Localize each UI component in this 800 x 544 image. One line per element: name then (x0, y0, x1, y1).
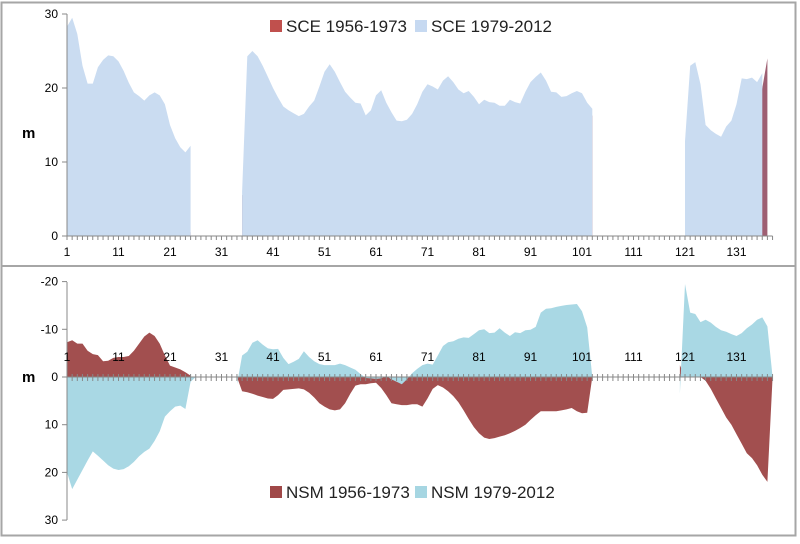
bottom-y-axis-label: m (22, 369, 35, 386)
top-x-tick-label: 41 (266, 245, 280, 259)
bottom-y-tick-label: -10 (41, 322, 59, 336)
top-x-tick-label: 101 (572, 245, 592, 259)
bottom-area-1-segment-2 (679, 284, 773, 394)
bottom-x-tick-label: 41 (266, 350, 280, 364)
bottom-legend-label: NSM 1956-1973 (286, 483, 410, 502)
top-x-tick-label: 91 (524, 245, 538, 259)
top-x-tick-label: 121 (675, 245, 695, 259)
top-x-tick-label: 11 (112, 245, 125, 259)
bottom-x-tick-label: 71 (421, 350, 435, 364)
bottom-legend-swatch (270, 486, 282, 498)
bottom-area-0-segment-0 (67, 332, 191, 377)
top-area-1-segment-2 (685, 62, 763, 236)
top-legend-swatch (270, 20, 282, 32)
bottom-y-tick-label: 10 (45, 418, 59, 432)
bottom-area-1-segment-0 (67, 377, 196, 490)
bottom-x-tick-label: 91 (524, 350, 538, 364)
bottom-y-tick-label: -20 (41, 275, 59, 289)
top-legend-swatch (415, 20, 427, 32)
top-y-tick-label: 0 (51, 229, 58, 243)
bottom-x-tick-label: 11 (112, 350, 125, 364)
top-x-tick-label: 131 (726, 245, 746, 259)
bottom-x-tick-label: 61 (369, 350, 383, 364)
top-area-1-segment-1 (242, 51, 593, 236)
top-area-1-segment-0 (67, 17, 191, 237)
bottom-y-tick-label: 20 (45, 465, 59, 479)
top-x-tick-label: 71 (421, 245, 435, 259)
bottom-x-tick-label: 131 (726, 350, 746, 364)
bottom-legend-label: NSM 1979-2012 (431, 483, 555, 502)
bottom-x-tick-label: 1 (64, 350, 71, 364)
top-legend-label: SCE 1956-1973 (286, 17, 407, 36)
bottom-legend-swatch (415, 486, 427, 498)
bottom-x-tick-label: 51 (318, 350, 332, 364)
top-x-tick-label: 81 (472, 245, 486, 259)
bottom-x-tick-label: 121 (675, 350, 695, 364)
top-x-tick-label: 61 (369, 245, 383, 259)
top-x-tick-label: 31 (215, 245, 229, 259)
bottom-x-tick-label: 81 (472, 350, 486, 364)
bottom-area-0-segment-1 (237, 377, 593, 439)
top-y-tick-label: 10 (45, 155, 59, 169)
top-x-tick-label: 51 (318, 245, 332, 259)
top-y-axis-label: m (22, 125, 35, 142)
bottom-y-tick-label: 0 (51, 370, 58, 384)
bottom-x-tick-label: 101 (572, 350, 592, 364)
top-y-tick-label: 20 (45, 81, 59, 95)
bottom-x-tick-label: 21 (163, 350, 177, 364)
bottom-area-1-segment-1 (237, 304, 593, 385)
top-y-tick-label: 30 (45, 7, 59, 21)
bottom-x-tick-label: 31 (215, 350, 229, 364)
top-x-tick-label: 1 (64, 245, 71, 259)
bottom-x-tick-label: 111 (624, 350, 643, 364)
bottom-y-tick-label: 30 (45, 513, 59, 527)
top-x-tick-label: 21 (163, 245, 177, 259)
top-x-tick-label: 111 (624, 245, 643, 259)
bottom-area-0-segment-2 (679, 365, 773, 482)
top-legend-label: SCE 1979-2012 (431, 17, 552, 36)
